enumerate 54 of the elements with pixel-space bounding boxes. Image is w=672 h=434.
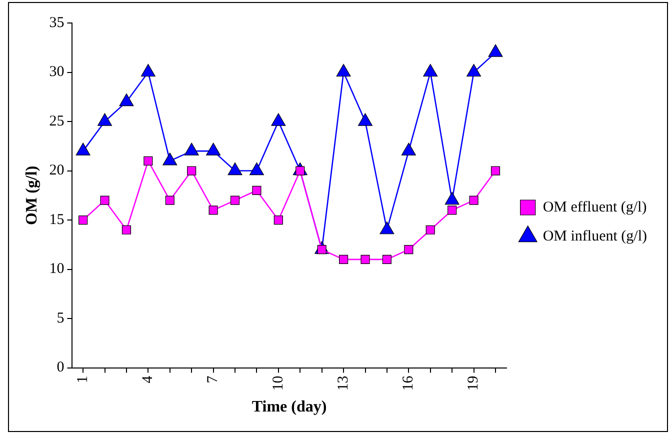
legend-label: OM effluent (g/l) [542,199,647,216]
x-tick-label: 16 [400,375,417,391]
point [162,152,178,166]
point [336,64,351,77]
x-tick-label: 13 [335,376,352,391]
point [98,113,112,126]
point [426,225,435,234]
y-tick-label: 5 [56,310,64,326]
point [100,196,110,205]
x-tick-label: 7 [205,375,222,384]
point [448,206,457,215]
point [206,142,221,156]
point [187,166,196,176]
y-tick-label: 30 [49,64,64,80]
y-tick-label: 0 [56,360,64,376]
y-axis-title: OM (g/l) [24,166,41,225]
point [274,215,283,225]
point [382,254,392,264]
point [252,186,262,196]
point [469,196,478,205]
point [140,64,156,77]
point [228,162,242,176]
point [444,192,460,205]
y-tick-label: 10 [49,261,64,278]
point [144,156,153,166]
point [122,225,132,234]
point [404,245,414,254]
point [249,162,264,176]
point [360,254,370,264]
point [490,166,500,176]
point [119,94,134,106]
point [78,215,88,225]
x-tick-label: 19 [466,376,482,391]
point [401,142,416,156]
point [76,142,90,156]
x-axis-title: Time (day) [252,398,327,416]
point [358,113,372,126]
y-tick-label: 15 [49,212,64,228]
point [208,206,218,215]
legend-label: OM influent (g/l) [542,228,648,244]
x-tick-label: 1 [74,376,91,384]
point [466,64,482,77]
y-tick-label: 35 [49,14,64,31]
point [488,44,503,57]
y-tick-label: 25 [49,113,64,130]
point [271,113,286,126]
x-tick-label: 10 [270,376,286,391]
point [184,142,199,156]
y-tick-label: 20 [49,162,64,179]
point [230,196,240,205]
point [423,64,438,77]
point [165,196,174,205]
x-tick-label: 4 [140,375,156,384]
point [339,254,348,264]
